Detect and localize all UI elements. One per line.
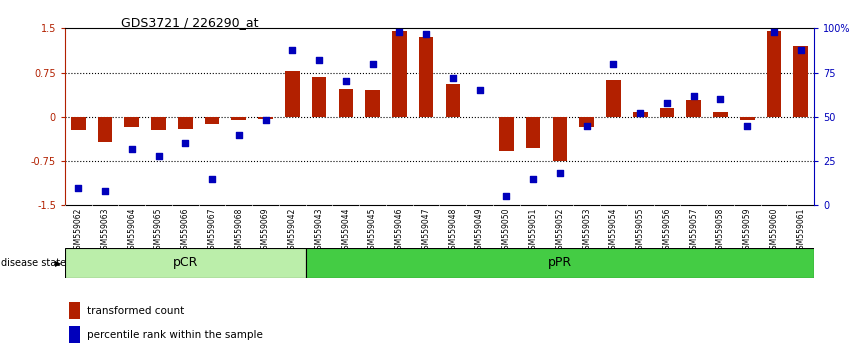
Bar xyxy=(125,117,139,127)
Point xyxy=(714,96,727,102)
Bar xyxy=(419,37,434,117)
Text: GSM559045: GSM559045 xyxy=(368,207,377,254)
Text: GSM559068: GSM559068 xyxy=(235,207,243,254)
Point xyxy=(232,132,246,137)
Text: GSM559063: GSM559063 xyxy=(100,207,110,254)
Point xyxy=(500,194,514,199)
Text: GSM559044: GSM559044 xyxy=(341,207,351,254)
Bar xyxy=(686,100,701,117)
Text: pCR: pCR xyxy=(172,256,198,269)
Bar xyxy=(152,117,166,130)
Bar xyxy=(69,326,80,343)
Text: GSM559059: GSM559059 xyxy=(743,207,752,254)
Bar xyxy=(713,112,727,117)
Bar xyxy=(231,117,246,120)
Bar xyxy=(793,46,808,117)
Point xyxy=(473,87,487,93)
Text: GSM559043: GSM559043 xyxy=(314,207,324,254)
Bar xyxy=(258,117,273,119)
Point xyxy=(419,31,433,36)
Point xyxy=(767,29,781,35)
Point xyxy=(579,123,593,129)
Point xyxy=(687,93,701,98)
Bar xyxy=(660,108,675,117)
Text: GSM559054: GSM559054 xyxy=(609,207,617,254)
Text: GSM559042: GSM559042 xyxy=(288,207,297,254)
Text: GSM559052: GSM559052 xyxy=(555,207,565,254)
Text: GSM559064: GSM559064 xyxy=(127,207,136,254)
Bar xyxy=(204,117,219,124)
Point xyxy=(339,79,352,84)
Point xyxy=(660,100,674,105)
Bar xyxy=(633,112,648,117)
Point xyxy=(286,47,300,52)
Text: GSM559056: GSM559056 xyxy=(662,207,671,254)
Text: GSM559057: GSM559057 xyxy=(689,207,698,254)
FancyBboxPatch shape xyxy=(306,248,814,278)
Bar xyxy=(71,117,86,130)
Point xyxy=(794,47,808,52)
Text: GSM559055: GSM559055 xyxy=(636,207,644,254)
Point xyxy=(178,141,192,146)
Point xyxy=(125,146,139,152)
Text: GSM559047: GSM559047 xyxy=(422,207,430,254)
Text: disease state: disease state xyxy=(1,258,66,268)
Text: transformed count: transformed count xyxy=(87,306,184,316)
Text: GSM559067: GSM559067 xyxy=(208,207,216,254)
Bar xyxy=(499,117,514,151)
Text: GSM559050: GSM559050 xyxy=(502,207,511,254)
FancyBboxPatch shape xyxy=(65,248,306,278)
Text: GSM559069: GSM559069 xyxy=(262,207,270,254)
Bar xyxy=(392,31,407,117)
Text: GSM559061: GSM559061 xyxy=(796,207,805,254)
Bar xyxy=(98,117,113,142)
Point xyxy=(633,110,647,116)
Text: percentile rank within the sample: percentile rank within the sample xyxy=(87,330,262,340)
Text: pPR: pPR xyxy=(548,256,572,269)
Bar xyxy=(365,90,380,117)
Point xyxy=(446,75,460,81)
Point xyxy=(152,153,165,159)
Bar xyxy=(339,88,353,117)
Text: GSM559048: GSM559048 xyxy=(449,207,457,254)
Text: GSM559046: GSM559046 xyxy=(395,207,404,254)
Point xyxy=(527,176,540,182)
Point xyxy=(740,123,754,129)
Point xyxy=(392,29,406,35)
Bar xyxy=(69,302,80,319)
Point xyxy=(205,176,219,182)
Bar xyxy=(606,80,621,117)
Point xyxy=(312,57,326,63)
Bar xyxy=(766,31,781,117)
Point xyxy=(259,118,273,123)
Bar xyxy=(579,117,594,127)
Point xyxy=(365,61,379,67)
Bar xyxy=(285,71,300,117)
Bar xyxy=(526,117,540,148)
Point xyxy=(553,171,567,176)
Bar xyxy=(553,117,567,161)
Text: GSM559066: GSM559066 xyxy=(181,207,190,254)
Text: GSM559058: GSM559058 xyxy=(716,207,725,254)
Bar xyxy=(445,84,460,117)
Bar xyxy=(312,77,326,117)
Bar xyxy=(178,117,193,129)
Text: GSM559051: GSM559051 xyxy=(528,207,538,254)
Text: GDS3721 / 226290_at: GDS3721 / 226290_at xyxy=(121,16,259,29)
Text: GSM559065: GSM559065 xyxy=(154,207,163,254)
Text: GSM559049: GSM559049 xyxy=(475,207,484,254)
Point xyxy=(606,61,620,67)
Text: GSM559062: GSM559062 xyxy=(74,207,83,254)
Text: GSM559053: GSM559053 xyxy=(582,207,591,254)
Bar xyxy=(740,117,754,120)
Point xyxy=(98,188,112,194)
Text: GSM559060: GSM559060 xyxy=(769,207,779,254)
Text: ▶: ▶ xyxy=(55,258,61,268)
Point xyxy=(71,185,85,190)
